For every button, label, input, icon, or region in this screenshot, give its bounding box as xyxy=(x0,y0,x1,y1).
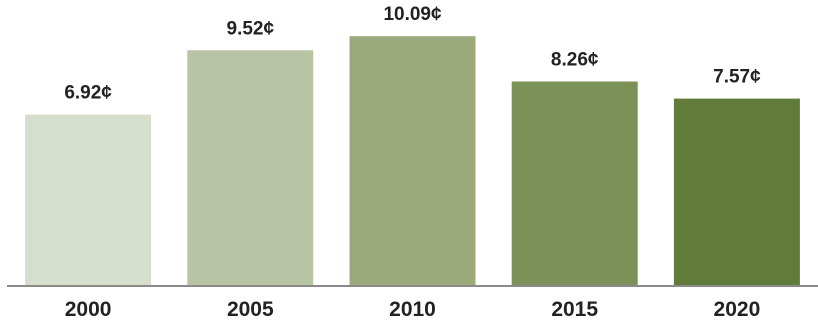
x-tick-label-2015: 2015 xyxy=(551,298,598,321)
bar-2020 xyxy=(673,98,800,286)
value-label-2015: 8.26¢ xyxy=(551,50,599,71)
bar-2005 xyxy=(187,50,314,286)
value-labels-group: 6.92¢ 9.52¢ 10.09¢ 8.26¢ 7.57¢ xyxy=(64,4,761,103)
bars-group xyxy=(25,36,800,287)
bar-2000 xyxy=(25,114,152,286)
x-tick-labels-group: 2000 2005 2010 2015 2020 xyxy=(65,298,761,321)
value-label-2005: 9.52¢ xyxy=(227,18,275,39)
value-label-2010: 10.09¢ xyxy=(383,4,442,25)
value-label-2020: 7.57¢ xyxy=(713,67,761,88)
x-tick-label-2010: 2010 xyxy=(389,298,436,321)
value-label-2000: 6.92¢ xyxy=(64,83,112,104)
bar-2015 xyxy=(511,81,638,286)
x-tick-label-2005: 2005 xyxy=(227,298,274,321)
x-tick-label-2020: 2020 xyxy=(714,298,761,321)
x-tick-label-2000: 2000 xyxy=(65,298,112,321)
bar-2010 xyxy=(349,36,476,287)
